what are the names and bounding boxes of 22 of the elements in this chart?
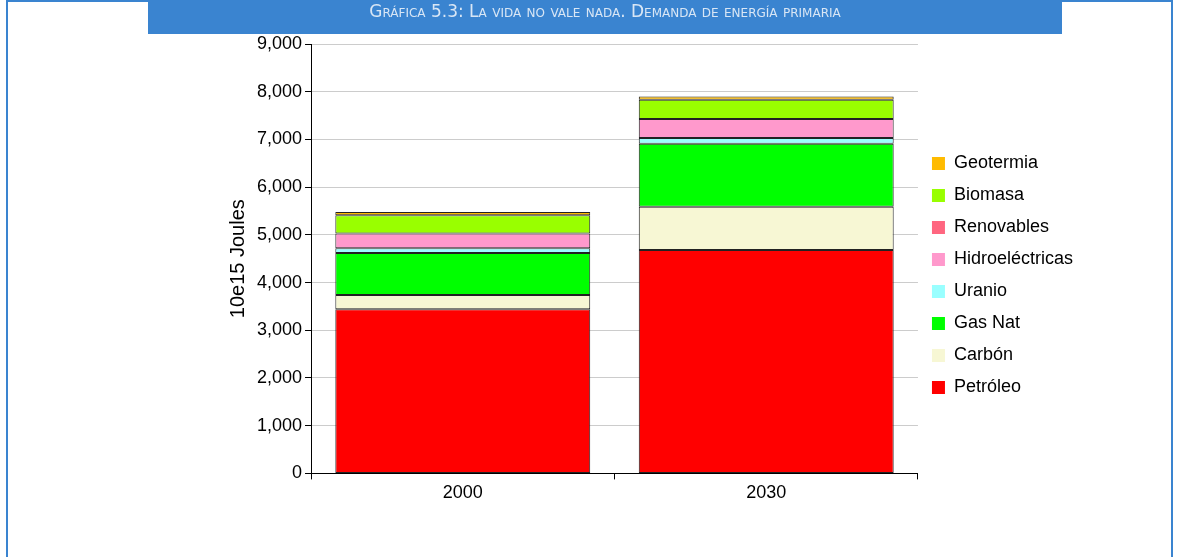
legend-label: Renovables [953, 216, 1050, 237]
legend-label: Uranio [953, 280, 1007, 301]
x-tick-label: 2030 [746, 482, 787, 503]
y-tick-label: 3,000 [257, 319, 303, 340]
y-tick-label: 7,000 [257, 128, 303, 149]
legend-label: Carbón [953, 344, 1014, 365]
legend-label: Geotermia [953, 152, 1039, 173]
legend-label: Gas Nat [953, 312, 1020, 333]
y-tick-label: 5,000 [257, 223, 303, 244]
legend-label: Petróleo [953, 376, 1022, 397]
chart-title: Gráfica 5.3: La vida no vale nada. Demanda de energía primaria [148, 0, 1062, 34]
legend-label: Hidroeléctricas [953, 248, 1074, 269]
y-tick-label: 8,000 [257, 80, 303, 101]
y-tick-label: 4,000 [257, 271, 303, 292]
x-tick-label: 2000 [442, 482, 483, 503]
y-tick-label: 2,000 [257, 366, 303, 387]
legend-label: Biomasa [953, 184, 1025, 205]
y-tick-label: 0 [292, 462, 303, 483]
y-tick-label: 6,000 [257, 176, 303, 197]
y-tick-label: 9,000 [257, 32, 303, 53]
y-axis-title: 10e15 Joules [225, 199, 248, 319]
y-tick-label: 1,000 [257, 414, 303, 435]
